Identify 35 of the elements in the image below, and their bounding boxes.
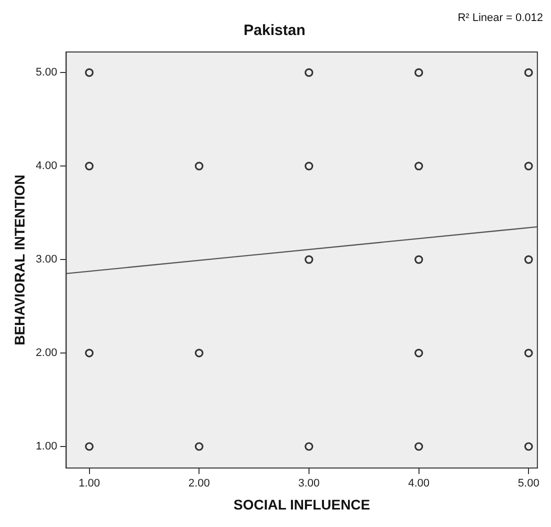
point [524, 68, 533, 77]
point [194, 348, 204, 358]
point [194, 162, 204, 170]
point [414, 348, 424, 358]
y-tick-label: 2.00 [36, 347, 58, 360]
x-tick-label: 2.00 [188, 478, 210, 490]
point [524, 255, 533, 264]
point [304, 255, 314, 264]
x-axis-title: SOCIAL INFLUENCE [233, 496, 370, 512]
point [524, 348, 533, 358]
point [304, 442, 314, 451]
y-tick-label: 3.00 [36, 254, 58, 266]
point [524, 442, 533, 451]
x-tick-label: 1.00 [78, 478, 100, 490]
point [84, 348, 94, 358]
x-tick-label: 5.00 [518, 478, 540, 490]
point [194, 442, 204, 451]
y-tick-label: 5.00 [36, 66, 58, 79]
point [414, 255, 424, 264]
point [304, 68, 314, 77]
point [414, 162, 424, 170]
point [84, 68, 94, 77]
x-tick-label: 4.00 [408, 478, 430, 490]
x-tick-label: 3.00 [298, 478, 320, 490]
point [84, 162, 94, 170]
point [84, 442, 94, 451]
chart-title: Pakistan [244, 22, 306, 40]
text: R² Linear = 0.012 [458, 12, 543, 24]
point [414, 442, 424, 451]
point [524, 162, 533, 170]
y-axis-title: BEHAVIORAL INTENTION [11, 174, 28, 346]
point [414, 68, 424, 77]
point [304, 162, 314, 170]
y-tick-label: 1.00 [36, 440, 58, 453]
y-tick-label: 4.00 [36, 160, 58, 172]
